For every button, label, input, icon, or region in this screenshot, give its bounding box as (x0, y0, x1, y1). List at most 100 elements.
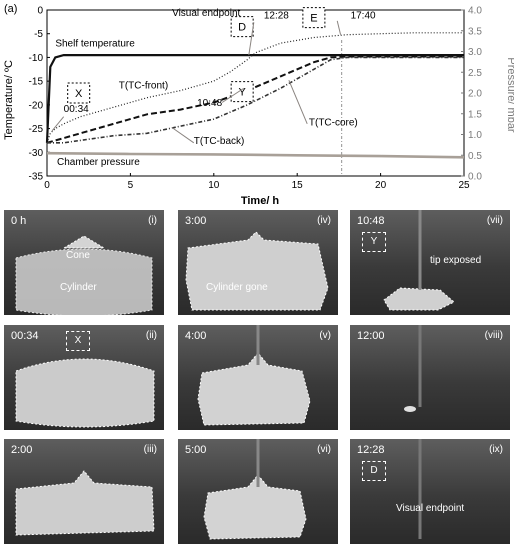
photo-panel: 5:00 (vi) (178, 439, 338, 544)
panel-numeral: (ii) (145, 330, 157, 341)
series-line-4 (46, 151, 465, 159)
photo-illustration (383, 210, 455, 311)
series-line-1 (46, 32, 464, 143)
event-box-label: X (75, 88, 83, 100)
arrow-d (248, 22, 255, 56)
y-left-tick-label: -10 (29, 53, 44, 64)
panel-label: Cylinder (60, 282, 97, 293)
y-right-tick-label: 4.0 (468, 6, 482, 17)
y-right-tick-label: 0.0 (468, 172, 482, 183)
y-axis-right-label: Pressure/ mbar (505, 57, 514, 133)
x-tick-label: 5 (128, 180, 134, 191)
panel-time: 4:00 (185, 330, 207, 342)
panel-numeral: (iv) (317, 215, 331, 226)
y-left-tick-label: -20 (29, 100, 44, 111)
series-line-0 (45, 53, 464, 143)
photo-panel: 12:00 (viii) (350, 325, 510, 430)
annotation: 00:34 (64, 104, 89, 115)
panel-numeral: (ix) (489, 444, 503, 455)
x-axis-label: Time/ h (241, 195, 280, 206)
photo-illustration (15, 358, 155, 428)
photo-panel: 3:00 (iv) Cylinder gone (178, 210, 338, 315)
y-right-tick-label: 0.5 (468, 151, 482, 162)
panel-time: 0 h (11, 215, 27, 227)
photo-illustration (404, 325, 422, 412)
photo-illustration (15, 235, 153, 315)
panel-time: 00:34 (11, 330, 39, 342)
x-tick-label: 25 (458, 180, 470, 191)
panel-time: 12:28 (357, 444, 385, 456)
event-box (67, 82, 91, 104)
photo-panel: 0 h (i) Cone Cylinder (4, 210, 164, 315)
photo-illustration (203, 439, 307, 540)
y-right-tick-label: 3.5 (468, 26, 482, 37)
photo-panel: 4:00 (v) (178, 325, 338, 430)
photo-panel: 00:34 (ii) X (4, 325, 164, 430)
panel-numeral: (viii) (484, 330, 503, 341)
panel-numeral: (vi) (317, 444, 331, 455)
photo-panel: 2:00 (iii) (4, 439, 164, 544)
y-right-tick-label: 2.0 (468, 89, 482, 100)
y-right-tick-label: 2.5 (468, 68, 482, 79)
panel-label: Visual endpoint (396, 503, 465, 514)
photo-panel-grid: 0 h (i) Cone Cylinder 3:00 (iv) Cylinder gone 1… (0, 210, 514, 550)
panel-label: Cylinder gone (206, 282, 268, 293)
y-left-tick-label: -15 (29, 77, 44, 88)
y-left-tick-label: -30 (29, 148, 44, 159)
photo-illustration (15, 470, 155, 536)
event-box: Y (362, 232, 386, 252)
panel-numeral: (iii) (143, 444, 157, 455)
photo-panel: 12:28 (ix) D Visual endpoint (350, 439, 510, 544)
y-axis-left-label: Temperature/ ºC (3, 60, 15, 140)
annotation: 12:28 (264, 11, 289, 22)
annotation: T(TC-front) (119, 80, 168, 91)
y-left-tick-label: -35 (29, 172, 44, 183)
annotation: T(TC-core) (309, 117, 358, 128)
x-tick-label: 20 (375, 180, 387, 191)
panel-label: tip exposed (430, 255, 482, 266)
event-box (302, 7, 326, 29)
event-box-label: E (310, 13, 317, 25)
annotation: 17:40 (351, 11, 376, 22)
y-left-tick-label: -25 (29, 124, 44, 135)
arrow-y (221, 87, 245, 103)
panel-time: 3:00 (185, 215, 207, 227)
temperature-pressure-chart: (a) 0 5 10 15 20 25 0 -5 -10 -15 -20 -25 -30 -35 0.0 0.… (3, 3, 514, 206)
x-tick-label: 0 (44, 180, 50, 191)
panel-numeral: (i) (148, 215, 157, 226)
plot-frame (46, 9, 465, 177)
event-box-label: D (238, 22, 246, 34)
x-tick-label: 15 (292, 180, 304, 191)
event-box-label: Y (238, 87, 246, 99)
photo-illustration (197, 325, 311, 426)
arrow-back (171, 127, 195, 144)
panel-numeral: (v) (319, 330, 331, 341)
y-left-tick-label: 0 (37, 6, 43, 17)
y-left-tick-label: -5 (34, 29, 43, 40)
event-box: D (362, 461, 386, 481)
arrow-x (51, 116, 65, 132)
panel-time: 5:00 (185, 444, 207, 456)
series-line-2 (46, 55, 464, 144)
arrow-core (288, 80, 308, 125)
y-right-tick-label: 1.0 (468, 130, 482, 141)
event-box (230, 81, 254, 103)
panel-time: 2:00 (11, 444, 33, 456)
panel-label: Cone (66, 250, 90, 261)
panel-numeral: (vii) (486, 215, 503, 226)
y-right-tick-label: 1.5 (468, 109, 482, 120)
annotation: Chamber pressure (57, 157, 140, 168)
panel-time: 10:48 (357, 215, 385, 227)
arrow-e (336, 20, 342, 35)
photo-illustration (185, 231, 329, 311)
annotation: T(TC-back) (194, 136, 245, 147)
annotation: Visual endpoint (172, 8, 240, 19)
y-right-tick-label: 3.0 (468, 47, 482, 58)
photo-illustration (418, 439, 422, 539)
x-tick-label: 10 (208, 180, 220, 191)
series-line-3 (47, 56, 464, 144)
panel-label: (a) (4, 3, 17, 15)
panel-time: 12:00 (357, 330, 385, 342)
annotation: 10:48 (197, 98, 222, 109)
